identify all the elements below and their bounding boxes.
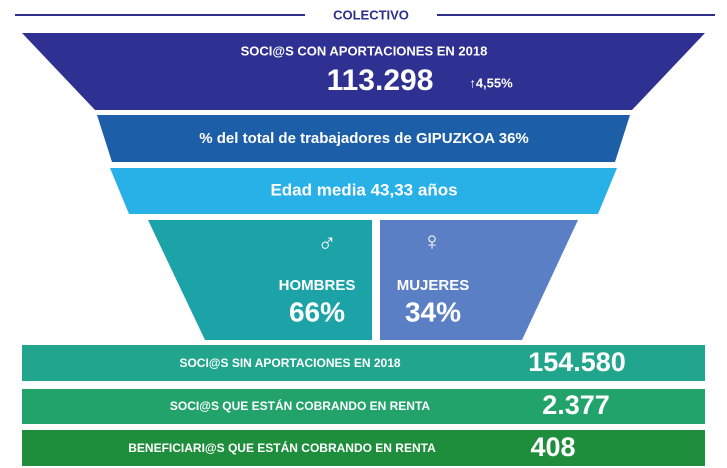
gender-symbol: ♀ [422, 226, 442, 256]
gender-value: 34% [405, 296, 461, 327]
gender-symbol: ♂ [317, 227, 337, 257]
gender-value: 66% [289, 296, 345, 327]
row-label: SOCI@S SIN APORTACIONES EN 2018 [179, 356, 400, 370]
gender-panel [148, 220, 372, 340]
age-label: Edad media 43,33 años [270, 180, 457, 199]
gender-panel [380, 220, 578, 340]
row-label: BENEFICIARI@S QUE ESTÁN COBRANDO EN RENT… [128, 440, 436, 455]
funnel-level [97, 115, 630, 162]
funnel-level [22, 33, 705, 110]
row [22, 430, 705, 466]
row-value: 2.377 [542, 390, 610, 420]
gender-label: HOMBRES [279, 277, 356, 294]
row [22, 389, 705, 424]
row-label: SOCI@S QUE ESTÁN COBRANDO EN RENTA [170, 398, 430, 413]
funnel-level [110, 168, 617, 214]
row-value: 408 [530, 432, 575, 462]
main-label: SOCI@S CON APORTACIONES EN 2018 [241, 43, 488, 58]
row-value: 154.580 [528, 347, 626, 377]
main-change: ↑4,55% [469, 75, 513, 90]
main-value: 113.298 [327, 64, 434, 97]
header-title: COLECTIVO [333, 7, 409, 22]
row [22, 345, 705, 381]
share-label: % del total de trabajadores de GIPUZKOA … [199, 130, 529, 147]
gender-label: MUJERES [397, 277, 470, 294]
